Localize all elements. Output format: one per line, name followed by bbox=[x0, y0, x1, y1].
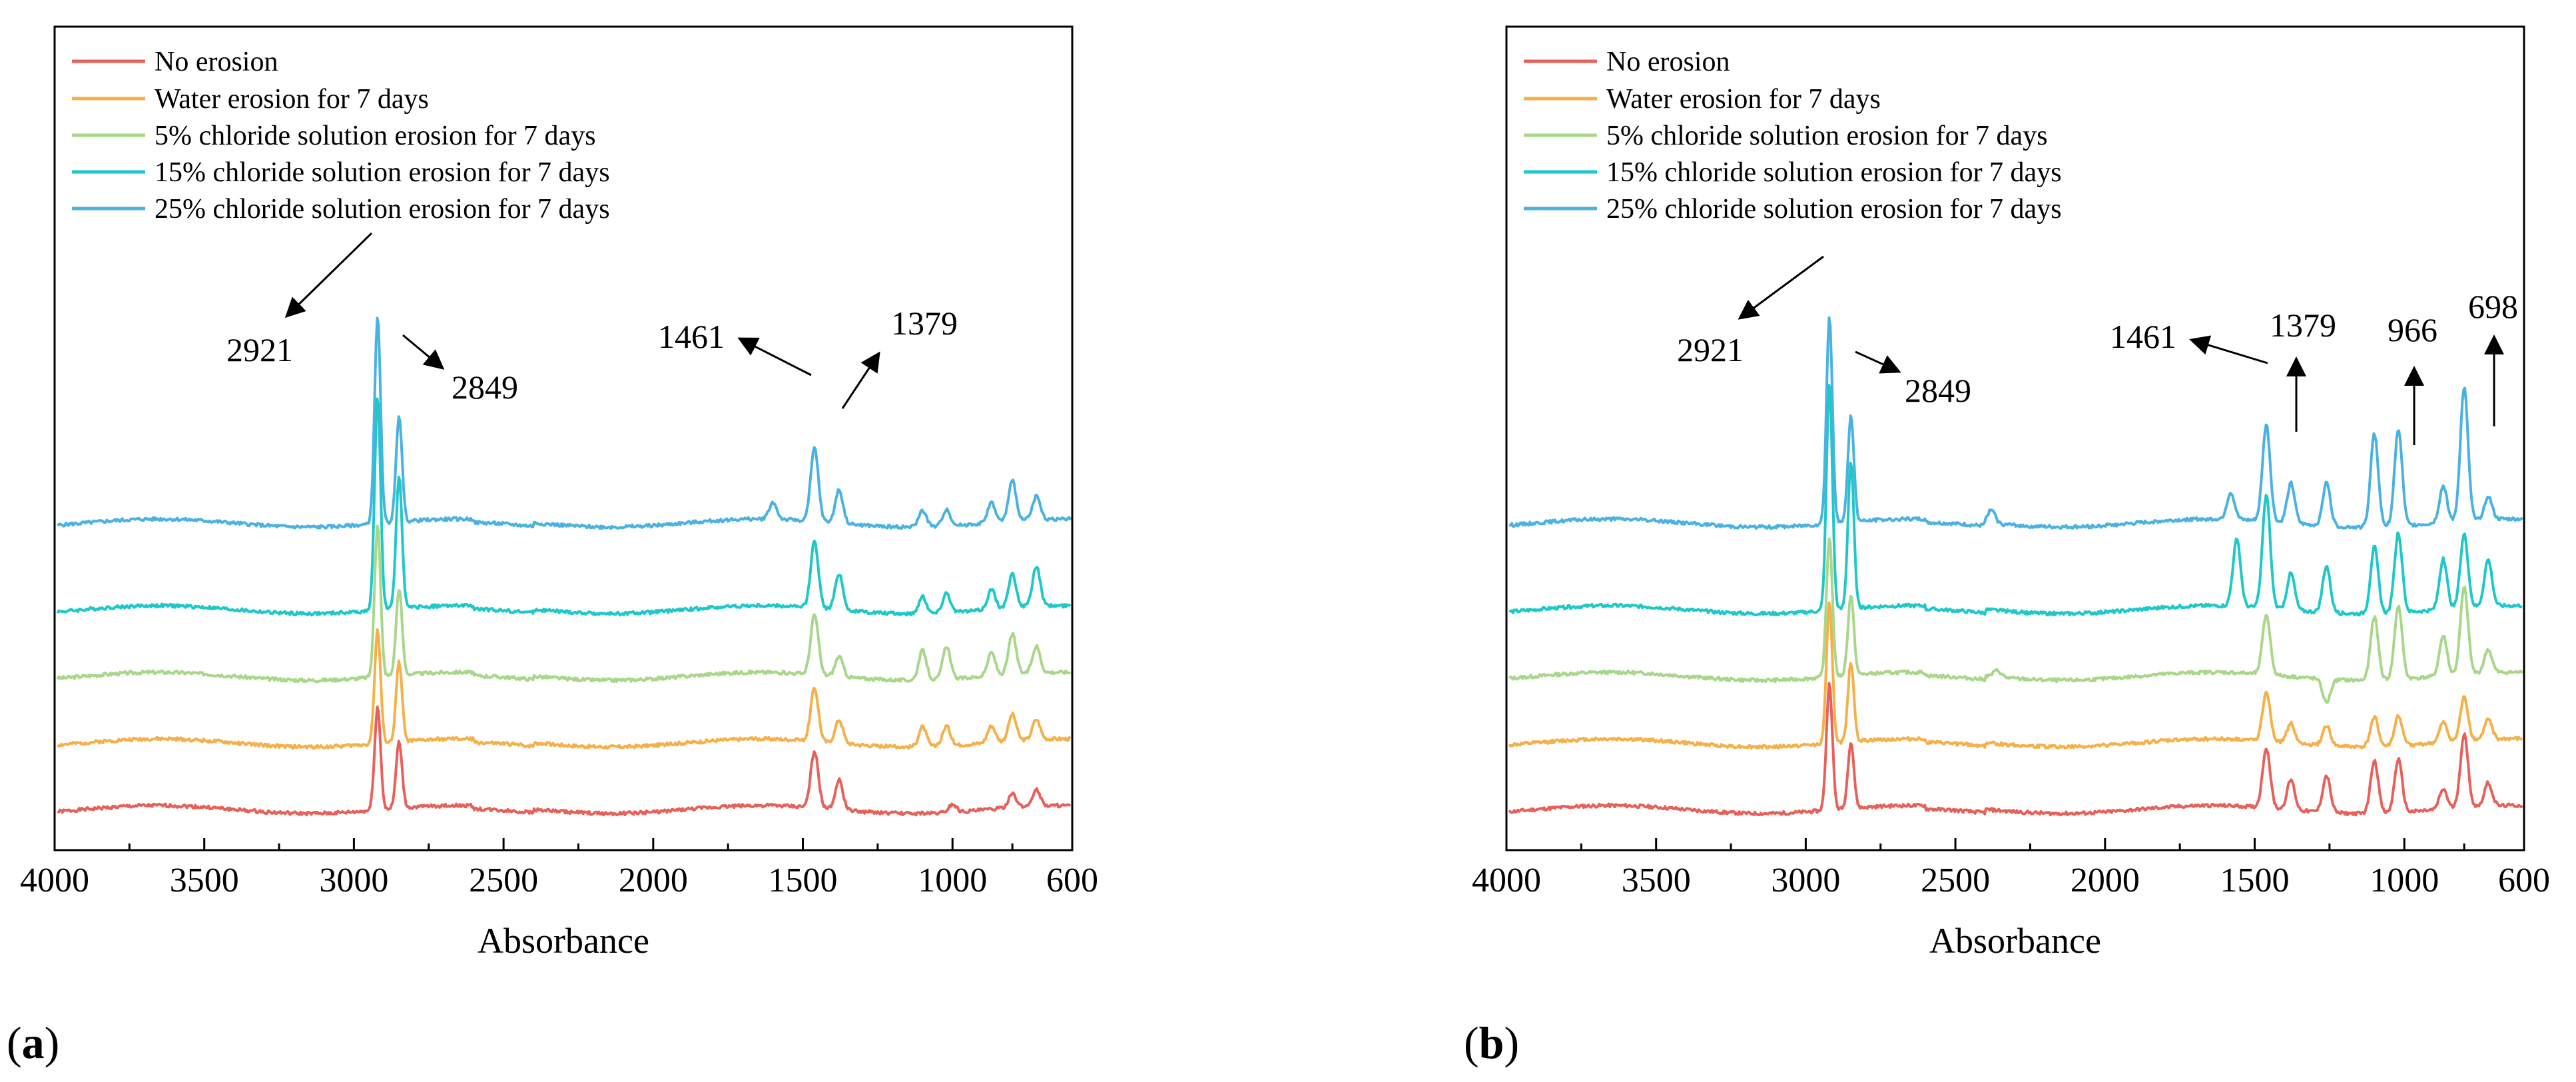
legend-label-a-0: No erosion bbox=[155, 47, 278, 77]
series-line-a-0 bbox=[57, 706, 1072, 817]
x-axis-title-b: Absorbance bbox=[1929, 921, 2101, 961]
x-tick-label-a-2500: 2500 bbox=[469, 861, 538, 899]
annotation-arrow-a-2921 bbox=[284, 232, 373, 318]
x-tick-label-a-600: 600 bbox=[1046, 861, 1098, 899]
x-tick-label-b-3000: 3000 bbox=[1771, 861, 1840, 899]
series-line-b-2 bbox=[1508, 537, 2523, 704]
legend-label-a-3: 15% chloride solution erosion for 7 days bbox=[155, 157, 610, 188]
annotation-arrow-a-1461 bbox=[737, 337, 812, 376]
annotation-arrow-b-2921 bbox=[1738, 255, 1824, 320]
legend-label-b-1: Water erosion for 7 days bbox=[1606, 84, 1881, 115]
annotation-arrow-b-1461 bbox=[2189, 335, 2268, 364]
series-line-b-3 bbox=[1508, 384, 2523, 617]
series-line-a-4 bbox=[57, 316, 1072, 530]
legend-b: No erosion Water erosion for 7 days 5% c… bbox=[1524, 47, 2062, 225]
x-tick-label-a-2000: 2000 bbox=[619, 861, 688, 899]
annotation-arrow-a-1379 bbox=[841, 351, 880, 409]
annotation-label-a-2921: 2921 bbox=[226, 331, 293, 368]
series-line-b-1 bbox=[1508, 601, 2523, 750]
annotation-label-b-2921: 2921 bbox=[1677, 331, 1744, 368]
legend-label-a-4: 25% chloride solution erosion for 7 days bbox=[155, 194, 610, 225]
annotation-label-b-698: 698 bbox=[2468, 288, 2518, 325]
plot-b-ticks: 4000 3500 3000 2500 2000 1500 1000 600 bbox=[1472, 838, 2550, 899]
x-axis-title-a: Absorbance bbox=[478, 921, 649, 961]
annotation-label-a-1379: 1379 bbox=[891, 304, 958, 342]
x-tick-label-b-2500: 2500 bbox=[1921, 861, 1990, 899]
annotations-a: 2921 2849 1461 1379 bbox=[226, 232, 958, 409]
x-tick-label-b-4000: 4000 bbox=[1472, 861, 1541, 899]
x-tick-label-b-2000: 2000 bbox=[2071, 861, 2140, 899]
x-tick-label-a-1000: 1000 bbox=[918, 861, 987, 899]
annotation-label-a-1461: 1461 bbox=[658, 318, 725, 355]
panel-b: 4000 3500 3000 2500 2000 1500 1000 600 Absorban… bbox=[1464, 25, 2550, 1068]
panel-a: 4000 3500 3000 2500 2000 1500 1000 600 Absorban… bbox=[7, 25, 1098, 1068]
annotations-b: 2921 2849 1461 1379 966 698 bbox=[1677, 255, 2518, 445]
annotation-label-a-2849: 2849 bbox=[452, 368, 518, 406]
series-line-b-0 bbox=[1508, 682, 2523, 817]
legend-label-b-3: 15% chloride solution erosion for 7 days bbox=[1606, 157, 2062, 188]
series-line-a-1 bbox=[57, 628, 1072, 750]
legend-label-a-2: 5% chloride solution erosion for 7 days bbox=[155, 121, 596, 151]
series-line-b-4 bbox=[1508, 316, 2523, 530]
x-tick-label-b-1000: 1000 bbox=[2370, 861, 2439, 899]
x-tick-label-a-1500: 1500 bbox=[769, 861, 838, 899]
legend-label-a-1: Water erosion for 7 days bbox=[155, 84, 429, 115]
annotation-label-b-966: 966 bbox=[2388, 311, 2437, 348]
x-tick-label-b-600: 600 bbox=[2498, 861, 2550, 899]
series-line-a-2 bbox=[56, 524, 1072, 684]
annotation-arrow-b-2849 bbox=[1855, 350, 1901, 374]
x-tick-label-a-3000: 3000 bbox=[319, 861, 388, 899]
plot-a-ticks: 4000 3500 3000 2500 2000 1500 1000 600 bbox=[20, 838, 1098, 899]
x-tick-label-b-3500: 3500 bbox=[1622, 861, 1691, 899]
plot-b-frame bbox=[1505, 25, 2525, 851]
x-tick-label-b-1500: 1500 bbox=[2220, 861, 2290, 899]
plot-a-series bbox=[56, 316, 1072, 817]
legend-label-b-2: 5% chloride solution erosion for 7 days bbox=[1606, 121, 2048, 151]
annotation-arrow-a-2849 bbox=[402, 334, 445, 370]
x-tick-label-a-3500: 3500 bbox=[170, 861, 239, 899]
legend-label-b-4: 25% chloride solution erosion for 7 days bbox=[1606, 194, 2062, 225]
annotation-label-b-1379: 1379 bbox=[2270, 306, 2336, 344]
legend-a: No erosion Water erosion for 7 days 5% c… bbox=[72, 47, 610, 225]
plot-b-series bbox=[1508, 316, 2523, 817]
annotation-label-b-2849: 2849 bbox=[1905, 372, 1971, 409]
series-line-a-3 bbox=[56, 397, 1072, 617]
panel-label-a: (a) bbox=[7, 1017, 59, 1068]
x-tick-label-a-4000: 4000 bbox=[20, 861, 89, 899]
panel-label-b: (b) bbox=[1464, 1017, 1519, 1068]
annotation-label-b-1461: 1461 bbox=[2110, 318, 2176, 355]
plot-a-frame bbox=[53, 25, 1074, 851]
legend-label-b-0: No erosion bbox=[1606, 47, 1730, 77]
